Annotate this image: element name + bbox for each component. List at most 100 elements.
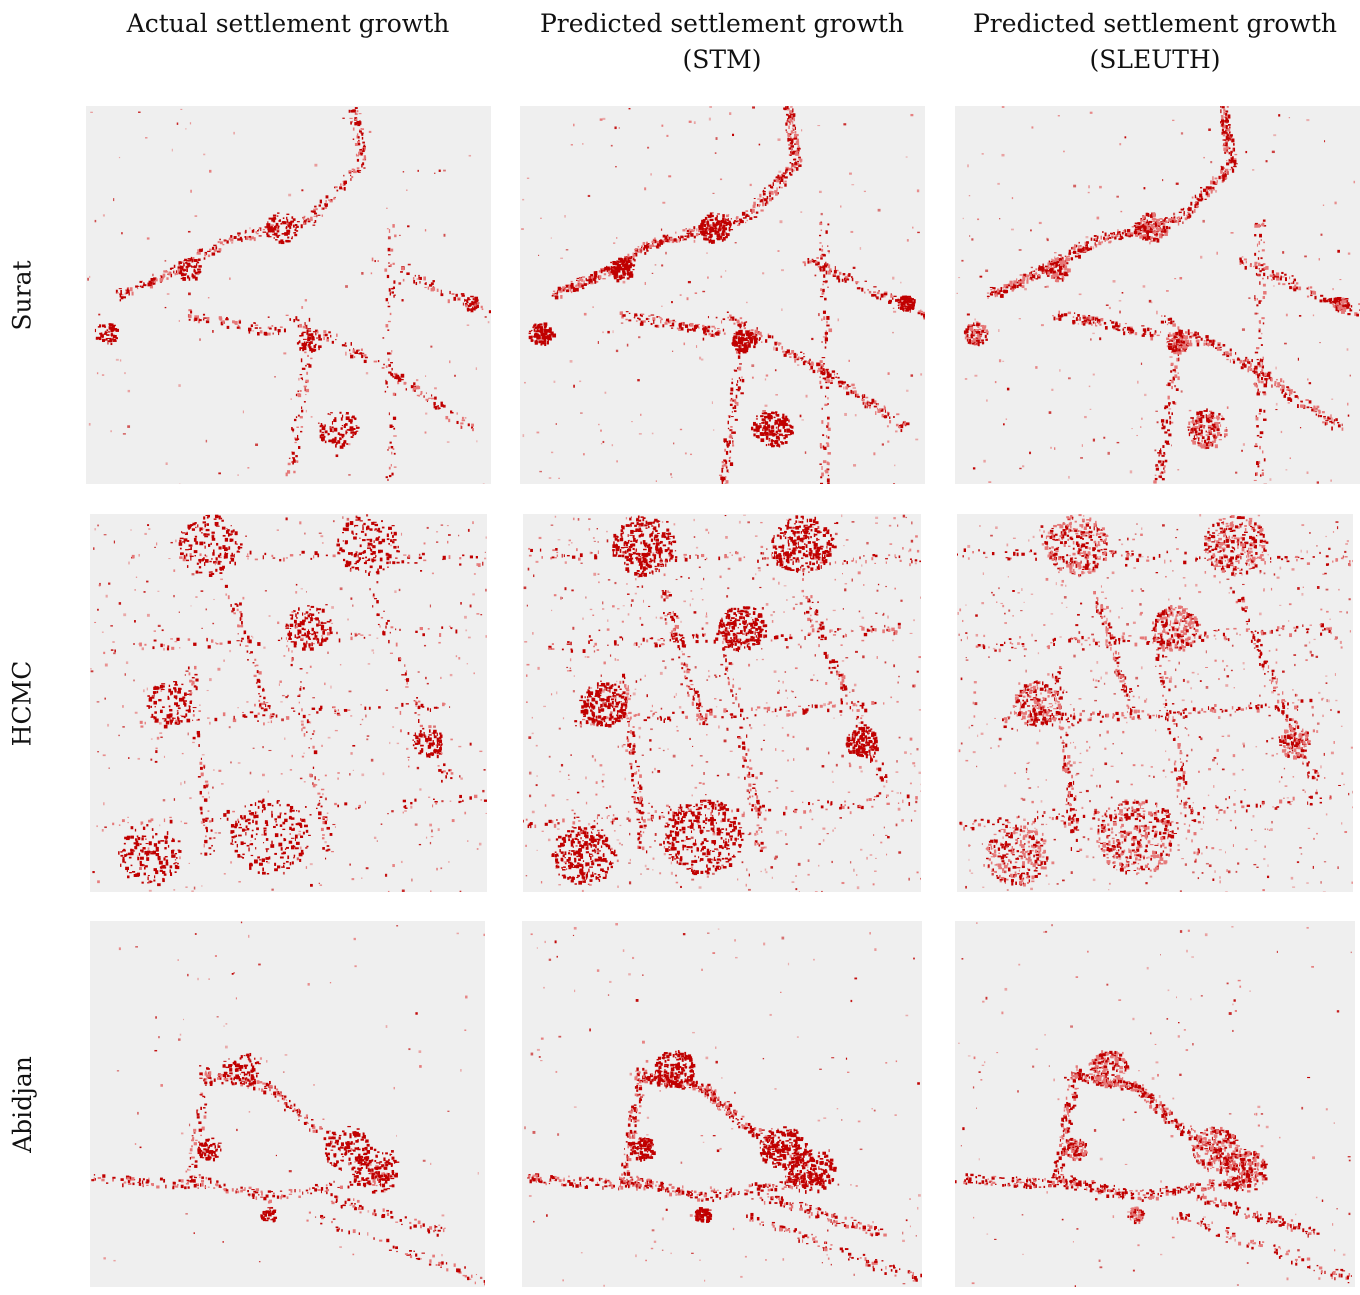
- growth-pixel: [887, 372, 890, 375]
- growth-pixel: [726, 469, 729, 473]
- growth-pixel: [826, 461, 829, 465]
- growth-pixel: [543, 339, 547, 343]
- growth-pixel: [209, 169, 212, 173]
- growth-pixel: [1177, 218, 1181, 221]
- growth-pixel: [634, 249, 638, 251]
- growth-pixel: [1101, 241, 1103, 244]
- growth-pixel: [234, 320, 238, 325]
- growth-pixel: [1341, 307, 1345, 310]
- growth-pixel: [839, 380, 842, 384]
- growth-pixel: [771, 197, 774, 200]
- growth-pixel: [759, 333, 762, 336]
- growth-pixel: [719, 178, 723, 181]
- growth-pixel: [333, 197, 336, 200]
- growth-pixel: [1082, 247, 1085, 251]
- growth-pixel: [188, 318, 191, 321]
- growth-pixel: [655, 245, 659, 248]
- growth-pixel: [684, 235, 688, 238]
- growth-pixel: [428, 397, 432, 399]
- growth-pixel: [968, 195, 971, 197]
- growth-pixel: [848, 273, 851, 277]
- growth-pixel: [226, 240, 229, 244]
- growth-pixel: [274, 376, 276, 378]
- growth-pixel: [1078, 245, 1080, 249]
- growth-pixel: [828, 328, 833, 333]
- growth-pixel: [275, 235, 280, 237]
- growth-pixel: [1198, 432, 1202, 436]
- growth-pixel: [978, 337, 981, 341]
- growth-pixel: [296, 461, 299, 464]
- growth-pixel: [303, 219, 306, 223]
- growth-pixel: [118, 156, 121, 159]
- growth-pixel: [357, 122, 361, 127]
- growth-pixel: [310, 357, 313, 360]
- growth-pixel: [1167, 429, 1170, 432]
- growth-pixel: [424, 431, 427, 434]
- growth-pixel: [178, 261, 182, 264]
- growth-pixel: [621, 277, 624, 279]
- growth-pixel: [1055, 258, 1058, 260]
- growth-pixel: [574, 285, 578, 287]
- growth-pixel: [107, 340, 111, 342]
- growth-pixel: [382, 337, 385, 339]
- growth-pixel: [1261, 359, 1264, 363]
- growth-pixel: [539, 328, 543, 331]
- growth-pixel: [842, 273, 846, 276]
- growth-pixel: [371, 257, 374, 262]
- growth-pixel: [343, 174, 345, 177]
- growth-pixel: [566, 289, 570, 293]
- growth-pixel: [819, 443, 822, 447]
- growth-pixel: [1331, 398, 1334, 400]
- growth-pixel: [1284, 277, 1287, 282]
- growth-pixel: [1154, 330, 1157, 334]
- growth-pixel: [1228, 151, 1231, 155]
- growth-pixel: [1161, 423, 1164, 427]
- growth-pixel: [764, 378, 767, 381]
- growth-pixel: [1118, 323, 1121, 327]
- growth-pixel: [1146, 227, 1150, 231]
- growth-pixel: [1159, 449, 1162, 454]
- growth-pixel: [1112, 325, 1116, 329]
- growth-pixel: [1172, 345, 1175, 349]
- growth-pixel: [764, 202, 767, 206]
- growth-pixel: [725, 222, 728, 227]
- growth-pixel: [1254, 351, 1259, 354]
- growth-pixel: [475, 367, 478, 371]
- growth-pixel: [675, 239, 678, 243]
- growth-pixel: [186, 259, 190, 262]
- growth-pixel: [313, 348, 317, 352]
- growth-pixel: [870, 402, 873, 405]
- growth-pixel: [753, 345, 756, 349]
- growth-pixel: [320, 434, 322, 436]
- growth-pixel: [299, 334, 302, 337]
- growth-pixel: [1167, 318, 1171, 321]
- growth-pixel: [1078, 254, 1081, 259]
- growth-pixel: [341, 443, 346, 447]
- growth-pixel: [1047, 262, 1050, 266]
- growth-pixel: [308, 346, 312, 349]
- growth-pixel: [173, 270, 175, 274]
- growth-pixel: [1292, 286, 1296, 291]
- growth-pixel: [354, 143, 358, 146]
- growth-pixel: [1227, 353, 1231, 355]
- growth-pixel: [843, 386, 845, 390]
- growth-pixel: [1228, 147, 1231, 150]
- growth-pixel: [1079, 248, 1083, 252]
- growth-pixel: [361, 136, 364, 140]
- growth-pixel: [616, 460, 618, 463]
- growth-pixel: [1228, 128, 1231, 132]
- growth-pixel: [1092, 321, 1095, 324]
- growth-pixel: [1141, 417, 1143, 420]
- growth-pixel: [388, 288, 391, 292]
- settlement-map: [521, 106, 925, 484]
- growth-pixel: [1124, 136, 1127, 139]
- growth-pixel: [1210, 161, 1213, 164]
- growth-pixel: [364, 356, 368, 359]
- growth-pixel: [745, 342, 749, 344]
- growth-pixel: [734, 242, 737, 244]
- growth-pixel: [1333, 297, 1338, 299]
- growth-pixel: [802, 261, 806, 264]
- growth-pixel: [986, 295, 990, 297]
- growth-pixel: [602, 440, 605, 444]
- growth-pixel: [1286, 386, 1289, 389]
